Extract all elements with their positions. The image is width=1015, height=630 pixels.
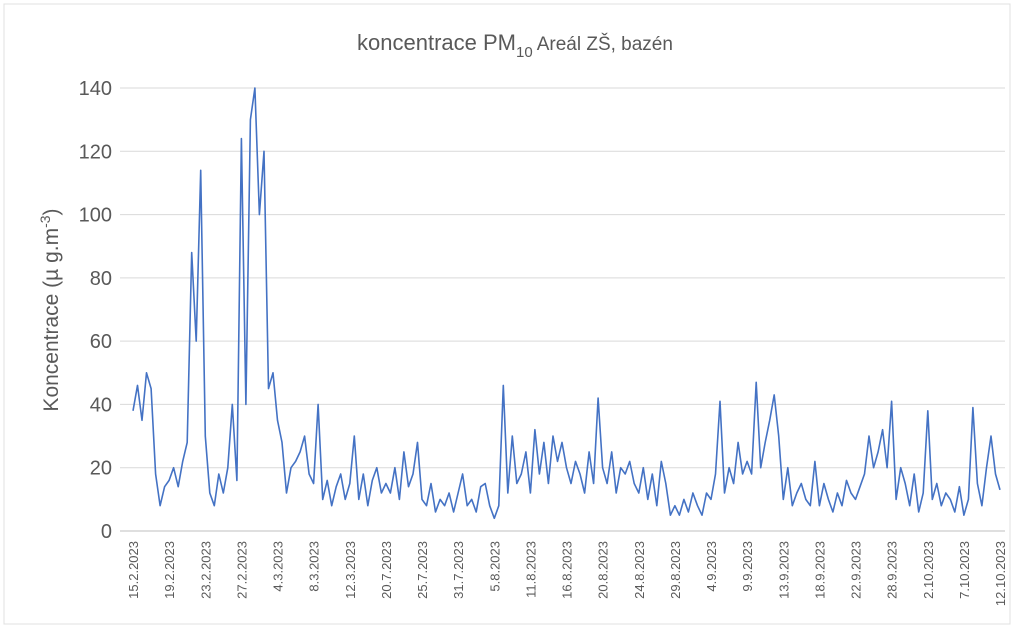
x-tick-label: 8.3.2023: [307, 541, 322, 592]
x-tick-label: 2.10.2023: [921, 541, 936, 599]
x-tick-label: 9.9.2023: [740, 541, 755, 592]
x-tick-label: 22.9.2023: [849, 541, 864, 599]
y-tick-label: 40: [90, 394, 112, 416]
x-tick-label: 31.7.2023: [451, 541, 466, 599]
x-tick-label: 27.2.2023: [234, 541, 249, 599]
x-tick-label: 11.8.2023: [523, 541, 538, 598]
y-tick-label: 0: [101, 521, 112, 543]
ylabel-end: ): [40, 208, 63, 215]
x-tick-label: 20.7.2023: [379, 541, 394, 599]
x-tick-label: 5.8.2023: [487, 541, 502, 592]
x-tick-label: 4.3.2023: [271, 541, 286, 592]
x-tick-label: 16.8.2023: [560, 541, 575, 599]
y-tick-label: 20: [90, 458, 112, 480]
ylabel-main: Koncentrace (µ g.m: [40, 228, 63, 412]
y-tick-label: 100: [79, 205, 112, 227]
y-tick-label: 120: [79, 141, 112, 163]
title-subscript: 10: [516, 44, 533, 61]
x-tick-label: 23.2.2023: [198, 541, 213, 599]
x-tick-label: 18.9.2023: [812, 541, 827, 599]
x-tick-label: 12.3.2023: [343, 541, 358, 599]
data-line: [132, 87, 1001, 520]
y-tick-label: 60: [90, 331, 112, 353]
x-tick-label: 4.9.2023: [704, 541, 719, 592]
y-axis-label: Koncentrace (µ g.m-3): [37, 208, 63, 411]
chart-title: koncentrace PM10 Areál ZŠ, bazén: [357, 30, 673, 61]
x-tick-label: 28.9.2023: [885, 541, 900, 599]
chart-frame: [3, 3, 1011, 625]
x-tick-label: 12.10.2023: [993, 541, 1008, 606]
x-tick-label: 20.8.2023: [596, 541, 611, 599]
ylabel-superscript: -3: [37, 215, 53, 228]
x-tick-label: 19.2.2023: [162, 541, 177, 599]
x-tick-label: 25.7.2023: [415, 541, 430, 599]
x-tick-label: 15.2.2023: [126, 541, 141, 599]
title-suffix: Areál ZŠ, bazén: [537, 33, 673, 55]
title-main: koncentrace PM: [357, 30, 516, 55]
y-tick-label: 140: [79, 78, 112, 100]
y-tick-label: 80: [90, 268, 112, 290]
x-tick-label: 24.8.2023: [632, 541, 647, 599]
x-tick-label: 7.10.2023: [957, 541, 972, 599]
x-tick-label: 29.8.2023: [668, 541, 683, 599]
x-tick-label: 13.9.2023: [776, 541, 791, 599]
